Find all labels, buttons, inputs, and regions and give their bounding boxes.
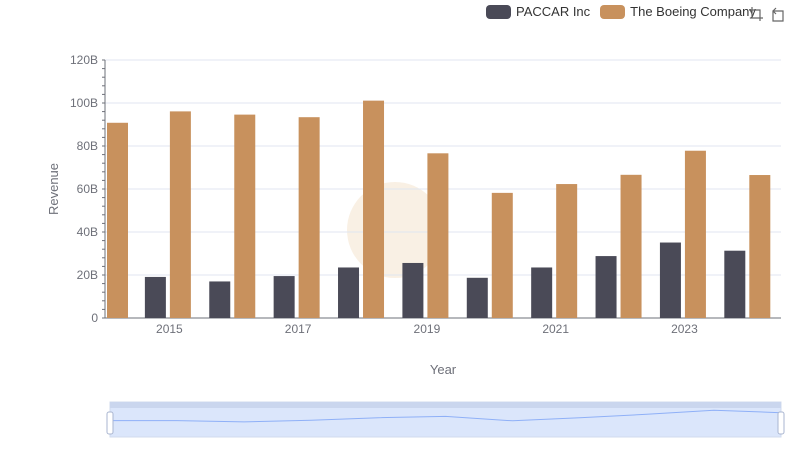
restore-icon[interactable] <box>770 6 786 22</box>
legend-item-boeing[interactable]: The Boeing Company <box>600 4 756 19</box>
y-tick-label: 80B <box>77 139 98 153</box>
bar-paccar-2016 <box>209 281 231 318</box>
bar-paccar-2017 <box>273 276 295 318</box>
bar-boeing-2023 <box>684 150 706 318</box>
bar-paccar-2018 <box>338 267 360 318</box>
bar-boeing-2016 <box>234 114 256 318</box>
legend-item-paccar[interactable]: PACCAR Inc <box>486 4 590 19</box>
legend-swatch-boeing <box>600 4 626 19</box>
zoom-handle-right <box>777 411 785 435</box>
y-axis-label: Revenue <box>46 163 61 215</box>
zoom-top-bar <box>110 402 781 408</box>
bar-paccar-2019 <box>402 262 424 318</box>
legend: PACCAR Inc The Boeing Company <box>486 4 766 19</box>
y-tick-label: 120B <box>70 53 98 67</box>
x-tick-label: 2023 <box>671 322 698 336</box>
bar-boeing-2018 <box>363 100 385 318</box>
bar-boeing-2022 <box>620 174 642 318</box>
bar-paccar-2020 <box>466 277 488 318</box>
x-axis: 2015 2017 2019 2021 2023 <box>105 317 781 336</box>
bar-boeing-2014 <box>107 122 128 318</box>
y-tick-label: 20B <box>77 268 98 282</box>
zoom-icon[interactable] <box>748 6 764 22</box>
zoom-handle-left <box>106 411 114 435</box>
y-axis: 0 20B 40B 60B 80B 100B 120B <box>70 53 106 325</box>
bar-paccar-2023 <box>659 242 681 318</box>
y-tick-label: 0 <box>91 311 98 325</box>
data-zoom-slider[interactable] <box>106 401 785 438</box>
bar-boeing-2021 <box>556 184 578 318</box>
bar-paccar-2024 <box>724 250 746 318</box>
bar-boeing-2017 <box>298 117 320 318</box>
y-tick-label: 100B <box>70 96 98 110</box>
bar-boeing-2024 <box>749 175 771 318</box>
legend-label-boeing: The Boeing Company <box>630 4 756 19</box>
x-axis-label: Year <box>430 362 457 377</box>
legend-swatch-paccar <box>486 4 511 19</box>
y-tick-label: 60B <box>77 182 98 196</box>
bars <box>107 100 771 318</box>
toolbox <box>748 6 792 22</box>
x-tick-label: 2017 <box>285 322 312 336</box>
bar-boeing-2019 <box>427 153 449 318</box>
legend-label-paccar: PACCAR Inc <box>516 4 591 19</box>
bar-boeing-2020 <box>491 192 513 318</box>
bar-paccar-2015 <box>144 276 166 318</box>
bar-paccar-2021 <box>531 267 553 318</box>
zoom-preview-line <box>110 409 782 423</box>
bar-paccar-2022 <box>595 256 617 318</box>
x-tick-label: 2019 <box>414 322 441 336</box>
x-tick-label: 2015 <box>156 322 183 336</box>
bar-boeing-2015 <box>169 111 191 318</box>
x-tick-label: 2021 <box>542 322 569 336</box>
y-tick-label: 40B <box>77 225 98 239</box>
